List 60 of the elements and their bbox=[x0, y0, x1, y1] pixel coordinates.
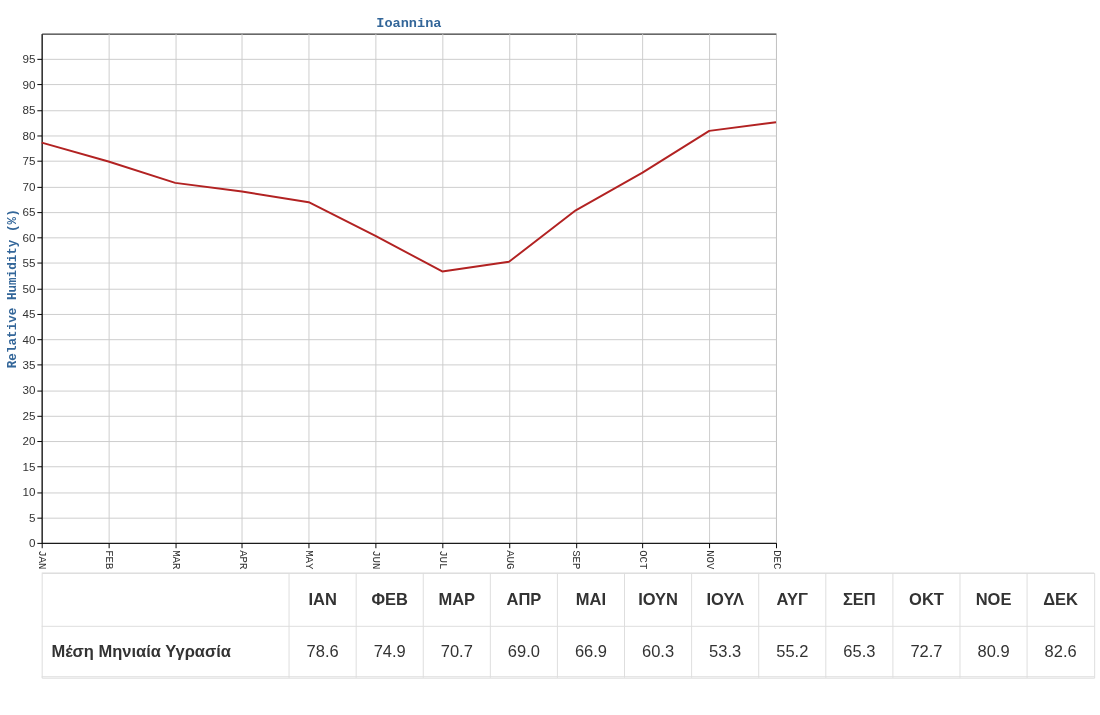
y-tick-label: 85 bbox=[22, 103, 36, 117]
y-tick-label: 95 bbox=[22, 52, 36, 66]
y-tick-label: 15 bbox=[22, 459, 36, 473]
y-tick-label: 20 bbox=[22, 434, 36, 448]
x-tick-label: DEC bbox=[770, 550, 783, 570]
x-tick-label: JAN bbox=[36, 550, 49, 570]
category-label: ΙΟΥΝ bbox=[638, 589, 678, 608]
y-tick-label: 65 bbox=[22, 205, 36, 219]
y-tick-label: 55 bbox=[22, 256, 36, 270]
data-label: 65.3 bbox=[843, 642, 876, 661]
y-tick-label: 35 bbox=[22, 358, 36, 372]
data-label: 60.3 bbox=[642, 642, 675, 661]
category-label: ΟΚΤ bbox=[909, 589, 944, 608]
category-label: ΜΑΡ bbox=[438, 589, 476, 608]
y-tick-label: 5 bbox=[28, 510, 36, 524]
data-label: 55.2 bbox=[776, 642, 809, 661]
x-tick-label: MAR bbox=[169, 550, 182, 570]
chart-title: Ioannina bbox=[376, 15, 442, 31]
y-tick-label: 50 bbox=[22, 281, 36, 295]
data-label: 66.9 bbox=[574, 642, 608, 661]
x-tick-label: MAY bbox=[303, 550, 316, 570]
y-tick-label: 0 bbox=[28, 536, 36, 550]
y-tick-label: 45 bbox=[22, 307, 36, 321]
category-label: ΦΕΒ bbox=[371, 589, 409, 608]
data-label: 69.0 bbox=[507, 642, 540, 661]
y-axis-title: Relative Humidity (%) bbox=[5, 209, 20, 369]
x-tick-label: APR bbox=[236, 550, 249, 570]
x-tick-label: AUG bbox=[503, 550, 516, 570]
data-label: 74.9 bbox=[373, 642, 406, 661]
category-label: ΑΥΓ bbox=[776, 589, 809, 608]
line-series bbox=[40, 121, 777, 273]
y-tick-label: 40 bbox=[22, 332, 36, 346]
data-label: 70.7 bbox=[440, 642, 473, 661]
data-label: 80.9 bbox=[977, 642, 1010, 661]
data-label: 72.7 bbox=[910, 642, 943, 661]
category-label: ΙΟΥΛ bbox=[706, 589, 744, 608]
y-tick-label: 60 bbox=[22, 230, 36, 244]
y-tick-label: 30 bbox=[22, 383, 36, 397]
x-tick-label: JUN bbox=[370, 550, 383, 570]
x-tick-label: FEB bbox=[103, 550, 116, 570]
y-tick-label: 10 bbox=[22, 485, 36, 499]
x-tick-label: SEP bbox=[570, 550, 583, 570]
y-tick-label: 80 bbox=[22, 128, 36, 142]
data-label: 82.6 bbox=[1044, 642, 1077, 661]
data-label: 53.3 bbox=[709, 642, 742, 661]
x-tick-label: NOV bbox=[703, 550, 716, 570]
category-label: ΣΕΠ bbox=[842, 589, 876, 608]
y-tick-label: 25 bbox=[22, 408, 36, 422]
category-label: ΙΑΝ bbox=[308, 589, 337, 608]
y-tick-label: 70 bbox=[22, 179, 36, 193]
y-tick-label: 90 bbox=[22, 77, 36, 91]
category-label: ΔΕΚ bbox=[1043, 589, 1079, 608]
x-tick-label: JUL bbox=[436, 550, 449, 570]
category-label: ΑΠΡ bbox=[506, 589, 542, 608]
x-tick-label: OCT bbox=[637, 550, 650, 570]
category-label: ΜΑΙ bbox=[575, 589, 607, 608]
text: Μέση Μηνιαία Υγρασία bbox=[51, 642, 231, 661]
data-label: 78.6 bbox=[306, 642, 339, 661]
category-label: ΝΟΕ bbox=[975, 589, 1012, 608]
y-tick-label: 75 bbox=[22, 154, 36, 168]
